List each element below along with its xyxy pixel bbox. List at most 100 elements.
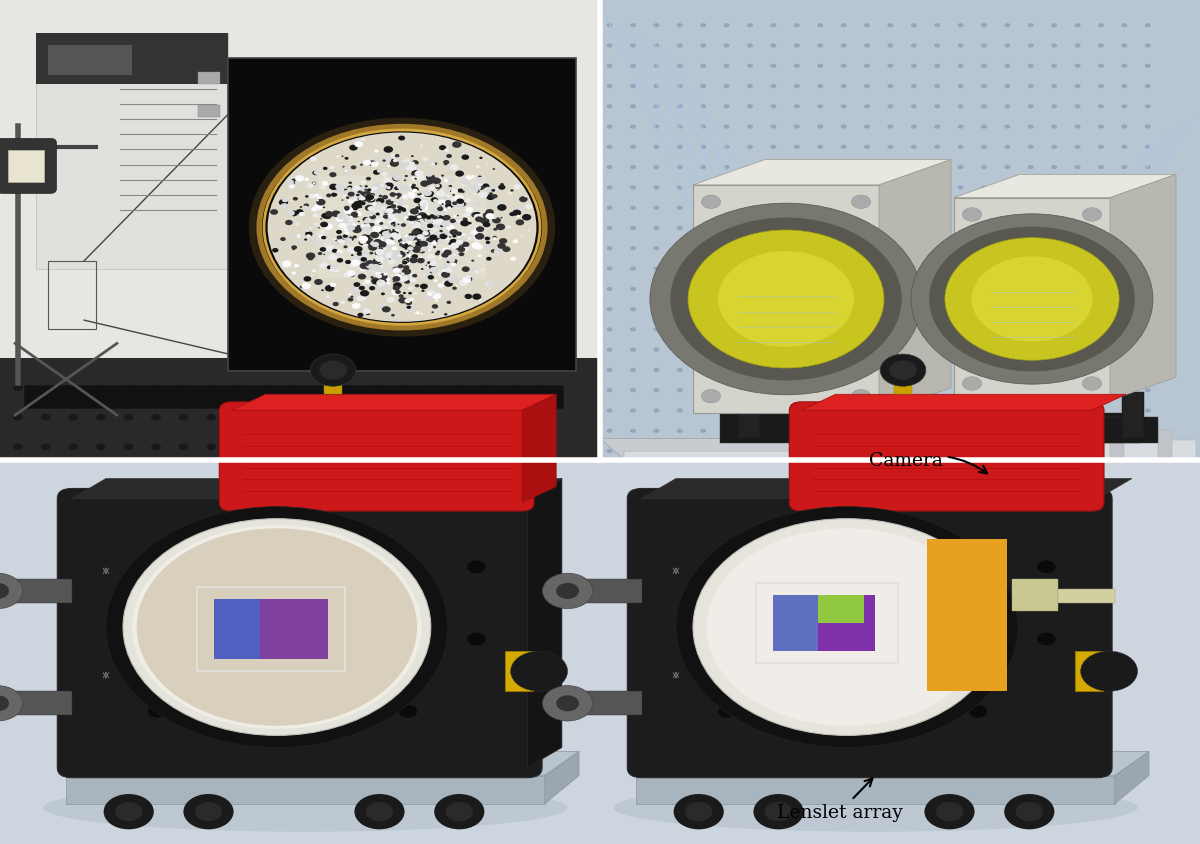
- Circle shape: [473, 294, 481, 300]
- Polygon shape: [954, 175, 1176, 198]
- Circle shape: [607, 388, 613, 392]
- Circle shape: [382, 221, 384, 223]
- Circle shape: [439, 234, 448, 240]
- Circle shape: [864, 64, 870, 68]
- Circle shape: [888, 246, 893, 251]
- Circle shape: [433, 218, 442, 224]
- Circle shape: [422, 158, 428, 162]
- Circle shape: [677, 246, 683, 251]
- Circle shape: [911, 449, 917, 454]
- Circle shape: [433, 199, 434, 201]
- Circle shape: [362, 227, 371, 233]
- Circle shape: [724, 348, 730, 353]
- Circle shape: [384, 225, 392, 230]
- Circle shape: [446, 256, 450, 259]
- Circle shape: [746, 449, 754, 454]
- Circle shape: [911, 186, 917, 191]
- Circle shape: [317, 444, 326, 451]
- Circle shape: [433, 280, 438, 283]
- Circle shape: [390, 154, 397, 160]
- Circle shape: [1051, 246, 1057, 251]
- Bar: [197, 587, 346, 672]
- Circle shape: [650, 204, 922, 395]
- Circle shape: [864, 186, 870, 191]
- Circle shape: [486, 257, 492, 262]
- Circle shape: [404, 268, 408, 270]
- Circle shape: [445, 220, 449, 223]
- Circle shape: [426, 175, 436, 181]
- Circle shape: [455, 444, 464, 451]
- Circle shape: [958, 449, 964, 454]
- Circle shape: [1122, 145, 1128, 150]
- Circle shape: [392, 160, 397, 163]
- Circle shape: [419, 245, 428, 252]
- Circle shape: [1004, 408, 1010, 413]
- Circle shape: [451, 202, 460, 208]
- Circle shape: [511, 652, 568, 691]
- Circle shape: [982, 84, 988, 89]
- Circle shape: [365, 192, 371, 196]
- Circle shape: [460, 203, 467, 207]
- Circle shape: [444, 250, 452, 256]
- Bar: [1058, 589, 1115, 603]
- Circle shape: [366, 313, 370, 316]
- Circle shape: [374, 268, 382, 273]
- Circle shape: [1075, 287, 1081, 291]
- Circle shape: [365, 261, 374, 268]
- Circle shape: [900, 633, 919, 646]
- Circle shape: [1145, 226, 1151, 230]
- Circle shape: [346, 224, 349, 227]
- Circle shape: [425, 202, 432, 207]
- Circle shape: [421, 228, 427, 231]
- Circle shape: [304, 239, 307, 241]
- Circle shape: [474, 191, 478, 193]
- Circle shape: [442, 257, 449, 262]
- Circle shape: [794, 165, 800, 170]
- Circle shape: [384, 183, 394, 190]
- Circle shape: [370, 218, 374, 221]
- Circle shape: [432, 305, 438, 309]
- Circle shape: [301, 284, 311, 289]
- Circle shape: [386, 187, 391, 190]
- Circle shape: [630, 408, 636, 413]
- Circle shape: [406, 219, 410, 222]
- Circle shape: [607, 145, 613, 150]
- Circle shape: [654, 105, 660, 109]
- Circle shape: [414, 215, 421, 221]
- Circle shape: [68, 444, 78, 451]
- Circle shape: [1122, 165, 1128, 170]
- Circle shape: [493, 250, 502, 255]
- Circle shape: [426, 238, 433, 243]
- Circle shape: [817, 44, 823, 48]
- Circle shape: [852, 196, 871, 209]
- Circle shape: [380, 266, 384, 269]
- Circle shape: [354, 202, 361, 207]
- Circle shape: [318, 235, 324, 239]
- Circle shape: [402, 213, 408, 217]
- Circle shape: [378, 257, 384, 261]
- Circle shape: [432, 235, 437, 238]
- Circle shape: [746, 206, 754, 210]
- Circle shape: [390, 233, 398, 239]
- Circle shape: [1145, 287, 1151, 291]
- Circle shape: [982, 165, 988, 170]
- Circle shape: [362, 260, 371, 267]
- Circle shape: [359, 250, 361, 252]
- Circle shape: [430, 268, 438, 273]
- Circle shape: [355, 212, 362, 217]
- Circle shape: [370, 209, 378, 215]
- Circle shape: [412, 156, 414, 158]
- Circle shape: [864, 287, 870, 291]
- Circle shape: [452, 216, 456, 219]
- Circle shape: [451, 189, 458, 194]
- Circle shape: [402, 269, 412, 275]
- Circle shape: [382, 282, 386, 284]
- Circle shape: [1004, 24, 1010, 28]
- Circle shape: [340, 225, 343, 228]
- Circle shape: [701, 186, 706, 191]
- Circle shape: [348, 219, 354, 223]
- Bar: [1110, 430, 1124, 460]
- Circle shape: [330, 705, 349, 718]
- Circle shape: [451, 262, 457, 266]
- Circle shape: [354, 283, 360, 288]
